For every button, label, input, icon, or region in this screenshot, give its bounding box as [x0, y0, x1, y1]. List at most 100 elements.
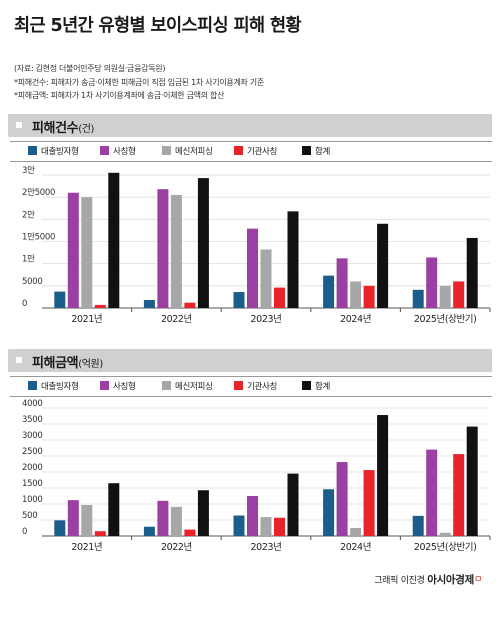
x-tick-label: 2021년: [71, 314, 102, 325]
bar-합계-2024년: [377, 223, 389, 308]
brand-mark-icon: ㅁ: [474, 575, 482, 585]
legend-label: 메신저피싱: [175, 147, 213, 157]
bar-기관사칭-2022년: [184, 529, 196, 536]
legend-item-메신저피싱: 메신저피싱: [162, 146, 213, 157]
bar-기관사칭-2023년: [274, 517, 285, 536]
legend-label: 대출빙자형: [41, 382, 79, 392]
y-tick-label: 3000: [22, 431, 42, 441]
square-bullet-icon: [16, 122, 22, 128]
bar-합계-2022년: [197, 490, 209, 536]
section-header-count: 피해건수(건): [8, 114, 492, 137]
legend-label: 기관사칭: [247, 147, 278, 157]
bar-합계-2023년: [287, 473, 299, 536]
legend-item-기관사칭: 기관사칭: [234, 381, 277, 392]
bar-대출빙자형-2023년: [233, 515, 245, 536]
bar-메신저피싱-2021년: [81, 197, 93, 308]
source-notes: (자료: 김현정 더불어민주당 의원실·금융감독원) *피해건수: 피해자가 송…: [14, 62, 264, 103]
bar-대출빙자형-2025년-상반기-: [412, 515, 424, 536]
y-tick-label: 2만: [22, 210, 35, 220]
x-tick-label: 2023년: [251, 314, 282, 325]
section-title-amount: 피해금액: [32, 356, 79, 371]
bar-메신저피싱-2022년: [170, 194, 182, 308]
bar-대출빙자형-2025년-상반기-: [412, 289, 424, 308]
amount-note: *피해금액: 피해자가 1차 사기이용계좌에 송금·이체한 금액의 합산: [14, 91, 225, 100]
bar-대출빙자형-2024년: [323, 489, 335, 536]
bar-기관사칭-2024년: [363, 470, 375, 536]
bar-기관사칭-2022년: [184, 302, 196, 308]
bar-사칭형-2024년: [336, 258, 348, 308]
bar-메신저피싱-2022년: [170, 506, 182, 536]
y-tick-label: 2000: [22, 463, 42, 473]
brand-logo: 아시아경제: [427, 574, 475, 586]
legend-label: 사칭형: [113, 382, 136, 392]
legend-swatch: [302, 381, 311, 390]
legend-label: 메신저피싱: [175, 382, 213, 392]
x-tick-label: 2025년(상반기): [414, 542, 477, 553]
legend-swatch: [100, 381, 109, 390]
legend-item-사칭형: 사칭형: [100, 146, 136, 157]
legend-label: 합계: [315, 147, 331, 157]
bar-합계-2025년-상반기-: [466, 237, 478, 308]
y-tick-label: 3만: [22, 166, 35, 176]
bar-메신저피싱-2023년: [260, 249, 272, 308]
legend-swatch: [28, 381, 37, 390]
bar-기관사칭-2025년-상반기-: [453, 281, 465, 308]
bar-기관사칭-2024년: [363, 285, 375, 308]
legend-label: 사칭형: [113, 147, 136, 157]
y-tick-label: 1500: [22, 479, 42, 489]
bar-기관사칭-2021년: [94, 531, 106, 536]
square-bullet-icon: [16, 357, 22, 363]
credit: 그래픽 이진경 아시아경제ㅁ: [374, 572, 482, 587]
legend-label: 대출빙자형: [41, 147, 79, 157]
x-tick-label: 2022년: [161, 314, 192, 325]
legend-swatch: [100, 146, 109, 155]
x-tick-label: 2023년: [251, 542, 282, 553]
legend-item-기관사칭: 기관사칭: [234, 146, 277, 157]
count-note: *피해건수: 피해자가 송금·이체한 피해금이 직접 입금된 1차 사기이용계좌…: [14, 77, 264, 87]
y-tick-label: 1000: [22, 495, 42, 505]
legend-item-메신저피싱: 메신저피싱: [162, 381, 213, 392]
bar-사칭형-2025년-상반기-: [426, 449, 438, 536]
legend-amount: 대출빙자형 사칭형 메신저피싱 기관사칭 합계: [10, 376, 492, 397]
page-title: 최근 5년간 유형별 보이스피싱 피해 현황: [14, 16, 302, 36]
y-tick-label: 0: [22, 527, 27, 537]
section-unit-count: (건): [78, 124, 95, 135]
legend-item-사칭형: 사칭형: [100, 381, 136, 392]
y-tick-label: 0: [22, 299, 27, 309]
y-tick-label: 1만: [22, 255, 35, 265]
bar-사칭형-2024년: [336, 462, 348, 536]
bar-사칭형-2023년: [247, 228, 258, 308]
bar-대출빙자형-2022년: [143, 526, 155, 536]
bar-메신저피싱-2024년: [350, 281, 362, 308]
bar-사칭형-2021년: [67, 500, 79, 536]
legend-item-합계: 합계: [302, 146, 330, 157]
bar-chart-amount: 0 500 1000 1500 2000 2500 3000 3500 4000 2021년 202…: [22, 399, 491, 553]
legend-swatch: [234, 381, 243, 390]
y-tick-label: 2500: [22, 447, 42, 457]
bar-대출빙자형-2021년: [54, 291, 66, 308]
legend-swatch: [234, 146, 243, 155]
x-tick-label: 2022년: [161, 542, 192, 553]
source-note: (자료: 김현정 더불어민주당 의원실·금융감독원): [14, 64, 166, 73]
y-tick-label: 3500: [22, 415, 42, 425]
legend-label: 합계: [315, 382, 331, 392]
y-tick-label: 2만5000: [22, 188, 55, 198]
bar-메신저피싱-2025년-상반기-: [439, 532, 451, 536]
bar-메신저피싱-2023년: [260, 517, 272, 536]
bar-메신저피싱-2021년: [81, 504, 93, 536]
bar-대출빙자형-2024년: [323, 275, 335, 308]
legend-item-합계: 합계: [302, 381, 330, 392]
legend-swatch: [302, 146, 311, 155]
y-tick-label: 1만5000: [22, 233, 55, 243]
bar-합계-2025년-상반기-: [466, 426, 478, 536]
section-title-count: 피해건수: [32, 121, 79, 136]
bar-사칭형-2021년: [67, 192, 79, 308]
legend-swatch: [162, 381, 171, 390]
legend-label: 기관사칭: [247, 382, 278, 392]
x-tick-label: 2024년: [340, 314, 371, 325]
legend-swatch: [28, 146, 37, 155]
bar-합계-2021년: [108, 483, 120, 536]
credit-author: 그래픽 이진경: [374, 576, 425, 586]
x-tick-label: 2024년: [340, 542, 371, 553]
bar-합계-2023년: [287, 211, 299, 308]
